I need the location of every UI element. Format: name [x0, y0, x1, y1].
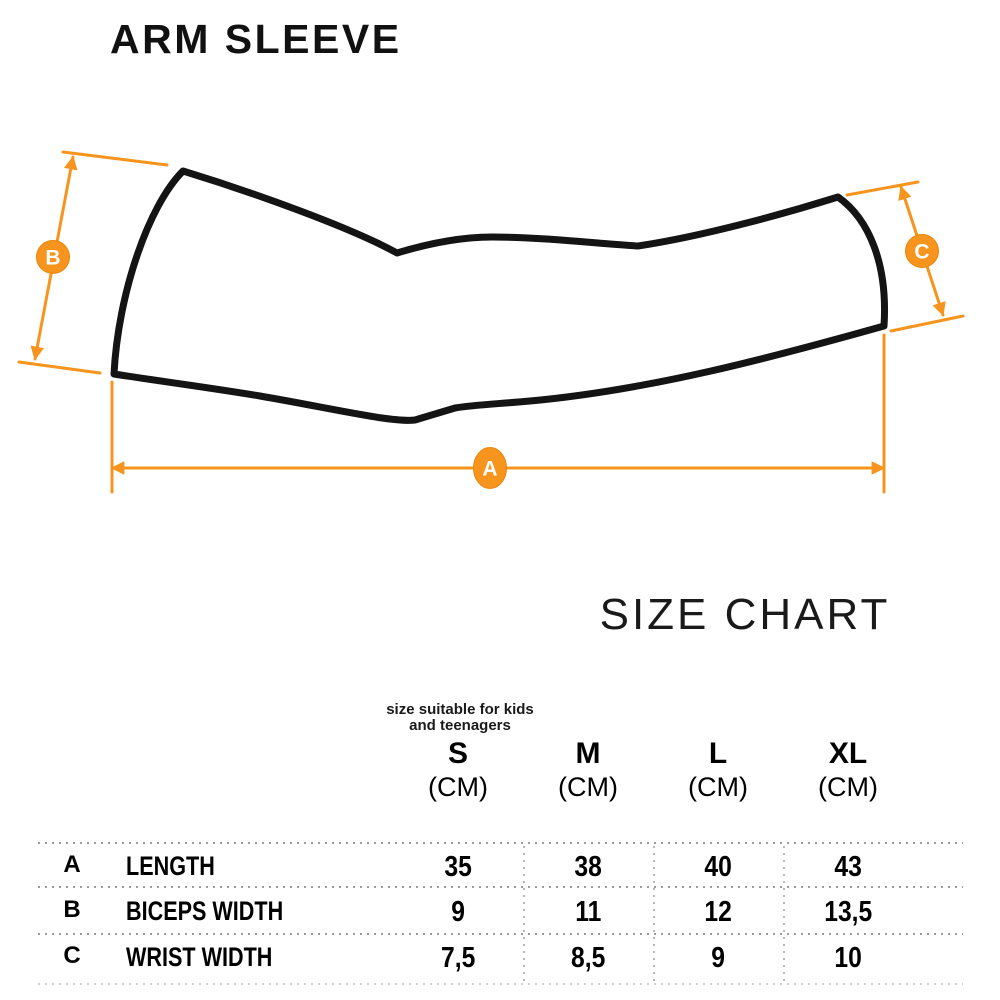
- row-name-wrist-width: WRIST WIDTH: [126, 942, 309, 973]
- table-cell: 8,5: [523, 942, 653, 975]
- row-name-length-text: LENGTH: [126, 851, 215, 881]
- row-name-biceps-width-text: BICEPS WIDTH: [126, 896, 284, 926]
- size-note-line2: and teenagers: [409, 717, 511, 734]
- row-letter-b: B: [63, 896, 81, 923]
- row-name-length: LENGTH: [126, 851, 237, 882]
- value-a-xl: 43: [834, 851, 862, 883]
- column-divider-3: [783, 846, 785, 982]
- value-c-m: 8,5: [570, 942, 606, 974]
- value-c-l: 9: [711, 942, 725, 974]
- dim-c-extension-bottom: [889, 314, 965, 333]
- value-b-l: 12: [704, 896, 732, 928]
- badge-circle-b: [36, 240, 70, 274]
- table-cell: 10: [783, 942, 913, 975]
- table-cell: 35: [393, 851, 523, 884]
- badge-letter-b: B: [45, 247, 60, 270]
- value-b-m: 11: [574, 896, 602, 928]
- sleeve-outline: [110, 167, 889, 424]
- badge-circle-c: [905, 234, 939, 268]
- row-letter-c: C: [63, 942, 81, 969]
- value-c-xl: 10: [834, 942, 862, 974]
- value-b-xl: 13,5: [823, 896, 872, 928]
- divider-top: [38, 842, 963, 844]
- value-a-l: 40: [704, 851, 732, 883]
- divider-row-b: [38, 933, 963, 935]
- value-b-s: 9: [451, 896, 465, 928]
- unit-header-s: (CM): [428, 772, 488, 802]
- row-name-wrist-width-text: WRIST WIDTH: [126, 942, 273, 972]
- table-cell: 7,5: [393, 942, 523, 975]
- column-header-s: S: [447, 737, 468, 770]
- table-cell: 9: [393, 896, 523, 929]
- row-name-biceps-width: BICEPS WIDTH: [126, 896, 323, 927]
- column-header-xl: XL: [828, 737, 868, 770]
- dim-c-extension-top: [845, 180, 920, 197]
- table-cell: 11: [523, 896, 653, 929]
- dim-b-extension-bottom: [17, 360, 102, 375]
- marker-badge-a: A: [473, 447, 507, 489]
- value-c-s: 7,5: [440, 942, 476, 974]
- table-cell: 9: [653, 942, 783, 975]
- table-cell: 43: [783, 851, 913, 884]
- column-header-l: L: [708, 737, 728, 770]
- marker-badge-b: B: [36, 240, 70, 274]
- column-divider-2: [653, 846, 655, 982]
- table-cell: 38: [523, 851, 653, 884]
- value-a-s: 35: [444, 851, 472, 883]
- dim-b-extension-top: [61, 150, 169, 167]
- table-cell: 40: [653, 851, 783, 884]
- badge-letter-c: C: [914, 241, 929, 264]
- column-header-m: M: [575, 737, 601, 770]
- column-divider-1: [523, 846, 525, 982]
- table-cell: 13,5: [783, 896, 913, 929]
- badge-circle-a: [473, 447, 507, 489]
- table-cell: 12: [653, 896, 783, 929]
- size-note-line1: size suitable for kids: [386, 701, 534, 718]
- unit-header-l: (CM): [688, 772, 748, 802]
- unit-header-m: (CM): [558, 772, 618, 802]
- value-a-m: 38: [574, 851, 602, 883]
- page-title: ARM SLEEVE: [110, 16, 402, 62]
- size-note: size suitable for kids and teenagers: [330, 702, 590, 734]
- divider-row-a: [38, 886, 963, 888]
- arm-sleeve-diagram: B C A: [17, 150, 965, 494]
- marker-badge-c: C: [905, 234, 939, 268]
- divider-bottom: [38, 983, 963, 985]
- size-chart-heading: SIZE CHART: [599, 590, 891, 639]
- row-letter-a: A: [63, 851, 81, 878]
- unit-header-xl: (CM): [818, 772, 878, 802]
- badge-letter-a: A: [482, 458, 497, 481]
